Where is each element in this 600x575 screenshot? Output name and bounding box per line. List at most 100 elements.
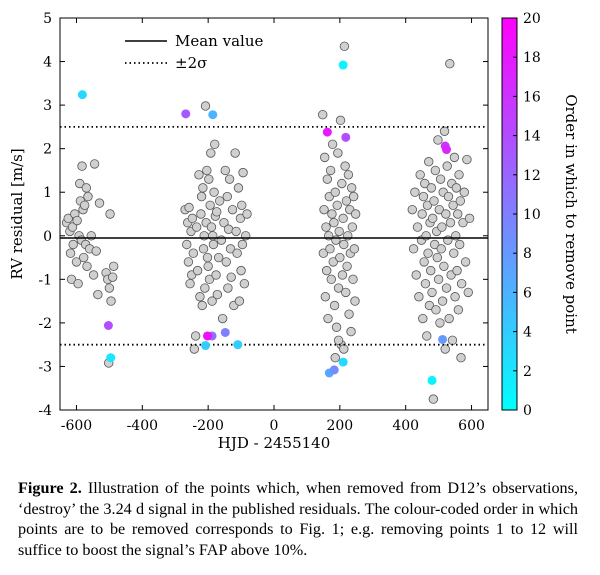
data-point — [414, 292, 424, 302]
data-point — [443, 191, 454, 202]
data-point — [220, 165, 230, 176]
data-point — [67, 222, 78, 232]
data-point — [329, 300, 340, 311]
highlighted-point — [106, 353, 116, 363]
data-point — [106, 296, 116, 306]
data-point — [200, 101, 211, 111]
data-point — [187, 213, 198, 224]
data-point — [335, 252, 345, 263]
data-point — [435, 174, 446, 184]
data-point — [239, 278, 250, 289]
data-point — [339, 41, 350, 52]
data-point — [412, 222, 423, 232]
data-point — [436, 244, 446, 254]
x-tick-label: 200 — [326, 418, 353, 434]
data-point — [325, 165, 336, 176]
data-point — [455, 196, 466, 206]
highlighted-point — [338, 60, 348, 70]
data-point — [233, 183, 244, 193]
legend-label-mean: Mean value — [175, 32, 263, 50]
data-point — [418, 191, 429, 202]
data-point — [212, 207, 222, 217]
highlighted-points — [77, 60, 452, 385]
highlighted-point — [208, 110, 218, 120]
colorbar-tick-label: 16 — [523, 89, 541, 105]
data-point — [319, 204, 329, 215]
x-tick-label: 400 — [392, 418, 419, 434]
data-point — [323, 313, 333, 324]
data-point — [318, 109, 328, 120]
data-point — [418, 313, 428, 324]
data-point — [454, 170, 464, 180]
data-point — [417, 209, 427, 219]
data-point — [432, 252, 442, 263]
data-point — [460, 257, 471, 267]
data-point — [342, 261, 352, 271]
x-tick-label: -600 — [61, 418, 92, 434]
data-point — [343, 231, 353, 241]
data-point — [463, 287, 473, 298]
data-point — [341, 196, 352, 206]
data-point — [445, 59, 455, 69]
data-point — [430, 165, 441, 176]
data-point — [73, 278, 83, 289]
data-point — [437, 222, 447, 232]
data-point — [72, 215, 82, 226]
colorbar-tick-label: 14 — [523, 129, 541, 145]
data-point — [75, 178, 85, 189]
data-point — [68, 239, 78, 250]
data-point — [211, 270, 221, 280]
x-axis-label: HJD - 2455140 — [218, 434, 331, 452]
data-points — [61, 41, 475, 404]
data-point — [327, 209, 337, 219]
y-tick-label: 4 — [43, 55, 52, 71]
data-point — [188, 248, 199, 258]
data-point — [216, 235, 227, 245]
data-point — [333, 148, 343, 158]
colorbar-tick-label: 8 — [523, 246, 532, 262]
data-point — [334, 226, 344, 237]
highlighted-point — [438, 334, 448, 344]
data-point — [433, 135, 443, 145]
data-point — [331, 235, 341, 245]
colorbar-tick-label: 0 — [523, 403, 532, 419]
y-tick-label: 3 — [43, 98, 52, 114]
data-point — [424, 300, 435, 311]
data-point — [427, 287, 437, 298]
data-point — [182, 239, 192, 250]
data-point — [435, 318, 445, 328]
data-point — [94, 198, 105, 208]
data-point — [339, 344, 349, 354]
data-point — [202, 165, 212, 176]
data-point — [320, 152, 330, 163]
colorbar-tick-label: 6 — [523, 285, 532, 301]
data-point — [66, 274, 77, 285]
highlighted-point — [329, 365, 339, 375]
data-point — [327, 139, 338, 150]
data-point — [213, 252, 224, 263]
y-axis-label: RV residual [m/s] — [8, 148, 26, 279]
data-point — [200, 283, 210, 293]
reference-lines — [60, 125, 488, 346]
data-point — [437, 296, 448, 306]
data-point — [104, 283, 115, 293]
data-point — [225, 244, 236, 254]
legend: Mean value ±2σ — [125, 32, 263, 72]
colorbar-tick-label: 18 — [523, 50, 541, 66]
data-point — [331, 322, 342, 332]
y-tick-label: -4 — [38, 403, 52, 419]
data-point — [235, 213, 246, 224]
data-point — [328, 257, 338, 267]
data-point — [190, 331, 201, 341]
highlighted-point — [202, 331, 212, 341]
data-point — [108, 261, 119, 271]
data-point — [411, 270, 421, 280]
highlighted-point — [233, 340, 243, 350]
data-point — [448, 200, 458, 210]
data-point — [454, 239, 465, 250]
data-point — [424, 157, 434, 167]
data-point — [429, 239, 440, 250]
colorbar-tick-label: 2 — [523, 364, 532, 380]
highlighted-point — [103, 321, 113, 331]
y-tick-label: 1 — [43, 185, 52, 201]
